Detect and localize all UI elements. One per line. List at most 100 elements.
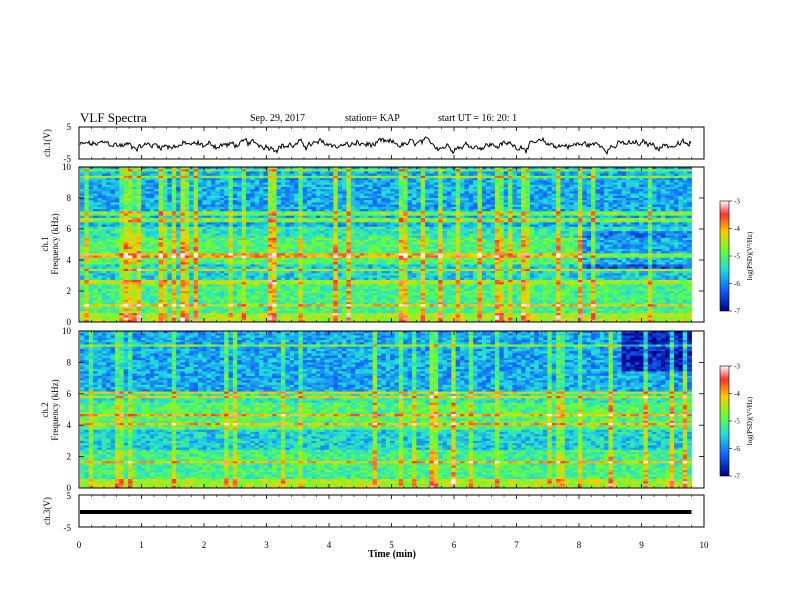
spectrogram-cell [315,186,321,190]
spectrogram-cell [394,209,400,212]
spectrogram-cell [93,173,98,177]
spectrogram-cell [315,167,321,170]
spectrogram-cell [350,189,356,192]
spectrogram-cell [84,226,90,230]
spectrogram-cell [245,180,251,183]
spectrogram-cell [617,186,623,190]
spectrogram-cell [429,198,435,201]
spectrogram-cell [556,178,561,181]
spectrogram-cell [687,182,692,186]
spectrogram-cell [162,180,168,183]
spectrogram-cell [608,180,614,183]
spectrogram-cell [355,235,360,239]
spectrogram-cell [224,224,229,228]
spectrogram-cell [180,178,186,181]
spectrogram-cell [425,200,430,203]
spectrogram-cell [267,191,273,194]
spectrogram-cell [468,209,474,212]
spectrogram-cell [232,235,238,239]
spectrogram-cell [123,204,129,208]
spectrogram-cell [350,209,356,212]
spectrogram-cell [595,184,601,188]
spectrogram-cell [324,202,330,206]
spectrogram-cell [189,220,194,223]
spectrogram-cell [280,200,286,203]
spectrogram-cell [442,184,448,188]
spectrogram-cell [595,235,601,239]
spectrogram-cell [101,211,107,214]
spectrogram-cell [429,229,435,232]
spectrogram-cell [377,240,382,243]
spectrogram-cell [206,189,212,192]
spectrogram-cell [132,195,138,199]
spectrogram-cell [189,198,194,201]
spectrogram-cell [477,222,483,225]
spectrogram-cell [93,169,98,172]
spectrogram-cell [429,200,435,203]
spectrogram-cell [494,224,500,228]
spectrogram-cell [171,215,177,219]
spectrogram-cell [294,180,299,183]
spectrogram-cell [481,182,487,186]
spectrogram-cell [162,189,168,192]
spectrogram-cell [298,171,304,175]
spectrogram-cell [267,213,273,217]
spectrogram-cell [577,222,583,225]
spectrogram-cell [128,195,133,199]
spectrogram-cell [259,229,264,232]
spectrogram-cell [311,233,317,237]
spectrogram-cell [224,226,229,230]
spectrogram-cell [176,167,181,170]
spectrogram-cell [460,213,465,217]
spectrogram-cell [547,200,553,203]
spectrogram-cell [167,184,173,188]
spectrogram-cell [660,240,666,243]
spectrogram-cell [442,235,448,239]
spectrogram-cell [621,189,627,192]
spectrogram-cell [525,220,531,223]
spectrogram-cell [538,229,544,232]
spectrogram-cell [224,233,229,237]
spectrogram-cell [425,182,430,186]
spectrogram-cell [385,231,391,234]
spectrogram-cell [315,175,321,179]
spectrogram-cell [442,200,448,203]
spectrogram-cell [215,240,221,243]
spectrogram-cell [564,171,570,175]
spectrogram-cell [193,191,199,194]
spectrogram-cell [128,173,133,177]
spectrogram-cell [241,178,247,181]
spectrogram-cell [494,175,500,179]
spectrogram-cell [372,233,378,237]
spectrogram-cell [508,220,513,223]
spectrogram-cell [237,184,243,188]
spectrogram-cell [320,175,325,179]
spectrogram-cell [267,198,273,201]
spectrogram-cell [80,184,85,188]
spectrogram-cell [529,180,535,183]
spectrogram-cell [442,229,448,232]
spectrogram-cell [228,213,234,217]
spectrogram-cell [394,222,400,225]
spectrogram-cell [368,180,374,183]
spectrogram-cell [425,193,430,197]
spectrogram-cell [473,240,478,243]
spectrogram-cell [114,191,120,194]
spectrogram-cell [503,222,509,225]
spectrogram-cell [451,204,457,208]
spectrogram-cell [263,193,269,197]
spectrogram-cell [97,169,103,172]
spectrogram-cell [425,180,430,183]
spectrogram-cell [84,180,90,183]
spectrogram-cell [342,224,347,228]
spectrogram-cell [503,204,509,208]
spectrogram-cell [254,220,260,223]
spectrogram-cell [503,240,509,243]
spectrogram-cell [232,186,238,190]
spectrogram-cell [294,233,299,237]
spectrogram-cell [123,191,129,194]
spectrogram-cell [460,173,465,177]
spectrogram-cell [390,186,395,190]
spectrogram-cell [184,182,190,186]
spectrogram-cell [468,169,474,172]
